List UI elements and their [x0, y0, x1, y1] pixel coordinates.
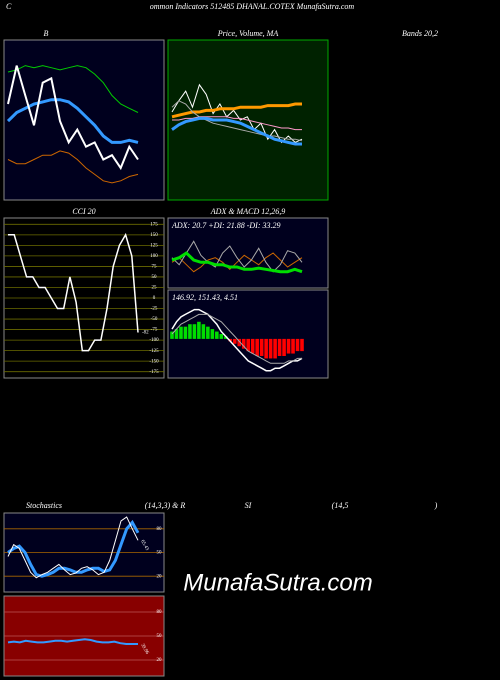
- series-line: [8, 232, 139, 352]
- y-tick-label: -100: [149, 338, 159, 343]
- series-line: [171, 308, 303, 372]
- series-line: [7, 516, 139, 579]
- histogram-bar: [282, 338, 286, 356]
- title-initial: C: [6, 2, 12, 11]
- panel-title: Stochastics: [26, 501, 62, 510]
- histogram-bar: [179, 326, 183, 339]
- series-line: [171, 100, 303, 142]
- y-tick-label: 0: [153, 296, 156, 301]
- histogram-bar: [170, 331, 174, 339]
- histogram-bar: [206, 326, 210, 339]
- y-tick-label: 25: [152, 286, 158, 291]
- y-tick-label: -175: [149, 370, 159, 375]
- histogram-bar: [174, 329, 179, 339]
- panel: [167, 289, 329, 379]
- series-line: [6, 98, 139, 144]
- histogram-bar: [237, 338, 242, 347]
- series-line: [171, 313, 302, 364]
- y-tick-label: 20: [157, 658, 163, 663]
- series-line: [172, 116, 302, 131]
- series-line: [171, 240, 303, 273]
- panel-title: CCI 20: [72, 207, 95, 216]
- y-tick-label: 175: [150, 222, 158, 227]
- y-tick-label: 100: [150, 254, 158, 259]
- histogram-bar: [286, 338, 291, 354]
- histogram-bar: [300, 338, 304, 352]
- series-line: [171, 116, 302, 146]
- series-line: [7, 65, 139, 171]
- y-tick-label: -25: [151, 307, 158, 312]
- y-tick-label: 150: [150, 233, 158, 238]
- y-tick-label: 50: [152, 275, 158, 280]
- y-tick-label: 50: [157, 551, 163, 556]
- histogram-bar: [192, 324, 197, 339]
- y-tick-label: -125: [149, 349, 159, 354]
- series-line: [7, 638, 138, 645]
- histogram-bar: [219, 334, 224, 339]
- watermark: MunafaSutra.com: [183, 569, 372, 596]
- histogram-bar: [273, 338, 277, 359]
- y-tick-label: 125: [150, 244, 158, 249]
- histogram-bar: [210, 329, 215, 339]
- bands-label: Bands 20,2: [402, 29, 438, 38]
- series-line: [7, 519, 140, 578]
- panel-title: Price, Volume, MA: [217, 29, 279, 38]
- series-line: [7, 65, 139, 113]
- panel-title: B: [44, 29, 49, 38]
- panel: [3, 39, 165, 201]
- y-tick-label: 20: [157, 574, 163, 579]
- panel-subtitle: (14,3,3) & R: [145, 501, 186, 510]
- panel-annotation: ADX: 20.7 +DI: 21.88 -DI: 33.29: [171, 221, 281, 230]
- panel-subtitle: (14,5: [332, 501, 349, 510]
- histogram-bar: [259, 338, 264, 356]
- histogram-bar: [295, 338, 300, 352]
- series-line: [171, 251, 303, 274]
- histogram-bar: [264, 338, 268, 359]
- histogram-bar: [183, 326, 188, 339]
- panel-annotation: 146.92, 151.43, 4.51: [172, 293, 238, 302]
- y-tick-label: -75: [151, 328, 158, 333]
- panel-title-end: ): [434, 501, 438, 510]
- value-label: 65.43: [139, 539, 149, 552]
- histogram-bar: [277, 338, 282, 356]
- histogram-bar: [228, 338, 233, 342]
- y-tick-label: -50: [151, 317, 158, 322]
- value-label: 39.96: [139, 643, 149, 656]
- panel: [167, 217, 329, 289]
- histogram-bar: [224, 336, 228, 339]
- value-label: -82: [142, 331, 149, 336]
- series-line: [171, 102, 302, 119]
- histogram-bar: [197, 321, 201, 339]
- histogram-bar: [232, 338, 237, 344]
- histogram-bar: [201, 324, 206, 339]
- y-tick-label: 80: [157, 527, 163, 532]
- panel-title: SI: [245, 501, 252, 510]
- y-tick-label: 50: [157, 634, 163, 639]
- panel-title: ADX & MACD 12,26,9: [210, 207, 285, 216]
- y-tick-label: 75: [152, 265, 158, 270]
- series-line: [171, 252, 303, 273]
- y-tick-label: 80: [157, 610, 163, 615]
- histogram-bar: [268, 338, 273, 359]
- histogram-bar: [291, 338, 295, 354]
- histogram-bar: [250, 338, 255, 354]
- histogram-bar: [215, 331, 219, 339]
- page-title: ommon Indicators 512485 DHANAL.COTEX Mun…: [150, 2, 355, 11]
- histogram-bar: [188, 324, 192, 339]
- y-tick-label: -150: [149, 359, 159, 364]
- histogram-bar: [246, 338, 250, 352]
- series-line: [7, 150, 139, 184]
- histogram-bar: [241, 338, 246, 349]
- histogram-bar: [255, 338, 259, 356]
